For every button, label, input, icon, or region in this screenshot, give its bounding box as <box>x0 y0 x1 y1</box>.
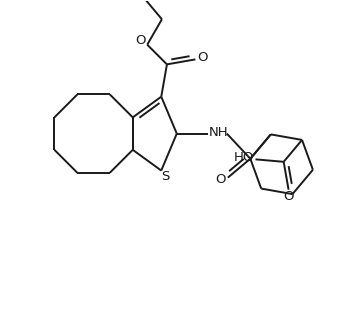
Text: O: O <box>197 51 208 64</box>
Text: O: O <box>283 190 294 203</box>
Text: NH: NH <box>209 126 229 139</box>
Text: S: S <box>162 170 170 183</box>
Text: HO: HO <box>234 151 255 164</box>
Text: O: O <box>216 173 226 186</box>
Text: O: O <box>135 34 146 47</box>
